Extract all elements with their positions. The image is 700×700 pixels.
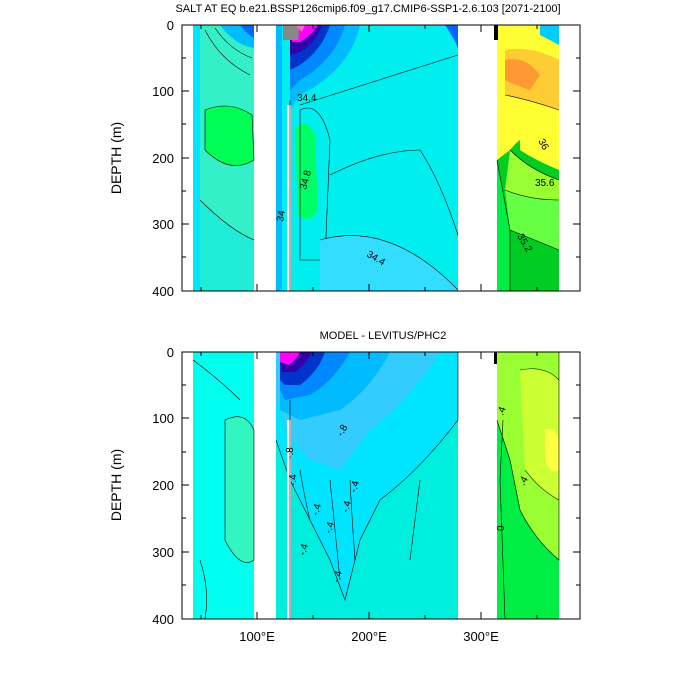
bottom-contour-label: -.4 xyxy=(288,474,299,486)
top-y-tick-label: 300 xyxy=(152,217,174,232)
bottom-contour-label: -.4 xyxy=(297,542,311,557)
bottom-y-tick-label: 0 xyxy=(167,345,174,360)
top-contour-label: 35.6 xyxy=(535,178,555,189)
panel-bottom: MODEL - LEVITUS/PHC2 xyxy=(108,330,581,644)
top-x-ticks xyxy=(200,25,538,291)
bottom-x-tick-label: 300°E xyxy=(463,629,499,644)
top-plot-area xyxy=(182,25,580,291)
bottom-y-tick-label: 100 xyxy=(152,411,174,426)
bottom-y-tick-label: 300 xyxy=(152,545,174,560)
bottom-x-tick-label: 200°E xyxy=(351,629,387,644)
top-y-axis: DEPTH (m) 0 100 200 300 400 xyxy=(108,18,580,299)
bottom-contour-label: -.4 xyxy=(340,499,354,514)
bottom-contour-label: -.4 xyxy=(323,520,337,535)
bottom-y-ticks xyxy=(182,351,580,620)
bottom-x-tick-label: 100°E xyxy=(239,629,275,644)
bottom-title: MODEL - LEVITUS/PHC2 xyxy=(320,330,447,342)
bottom-x-axis: 100°E 200°E 300°E xyxy=(200,352,538,644)
bottom-contour-label: 0 xyxy=(496,525,507,531)
bottom-y-tick-label: 400 xyxy=(152,612,174,627)
top-y-tick-label: 0 xyxy=(167,18,174,33)
bottom-y-axis: DEPTH (m) 0 100 200 300 400 xyxy=(108,345,580,627)
bottom-y-axis-label: DEPTH (m) xyxy=(108,449,124,521)
bottom-contour-label: -.4 xyxy=(310,502,324,517)
bottom-contour-label: -.8 xyxy=(285,447,296,459)
top-contour-label: 36 xyxy=(535,137,550,153)
top-y-ticks xyxy=(182,24,580,292)
bottom-y-tick-label: 200 xyxy=(152,478,174,493)
bottom-contour-label: -.4 xyxy=(331,569,345,584)
top-y-axis-label: DEPTH (m) xyxy=(108,122,124,194)
bottom-contour-label: -.8 xyxy=(335,423,351,439)
top-y-tick-label: 400 xyxy=(152,284,174,299)
top-title: SALT AT EQ b.e21.BSSP126cmip6.f09_g17.CM… xyxy=(175,3,560,15)
top-y-tick-label: 100 xyxy=(152,84,174,99)
bottom-plot-area xyxy=(182,352,580,619)
top-y-tick-label: 200 xyxy=(152,151,174,166)
bottom-x-ticks xyxy=(200,352,538,619)
top-contour-label: 34.4 xyxy=(297,93,317,104)
top-contour-label: 34.8 xyxy=(298,169,314,191)
top-contour-label: 34 xyxy=(275,209,288,222)
bottom-contour-label: -.4 xyxy=(348,479,362,494)
panel-top: SALT AT EQ b.e21.BSSP126cmip6.f09_g17.CM… xyxy=(108,3,581,299)
